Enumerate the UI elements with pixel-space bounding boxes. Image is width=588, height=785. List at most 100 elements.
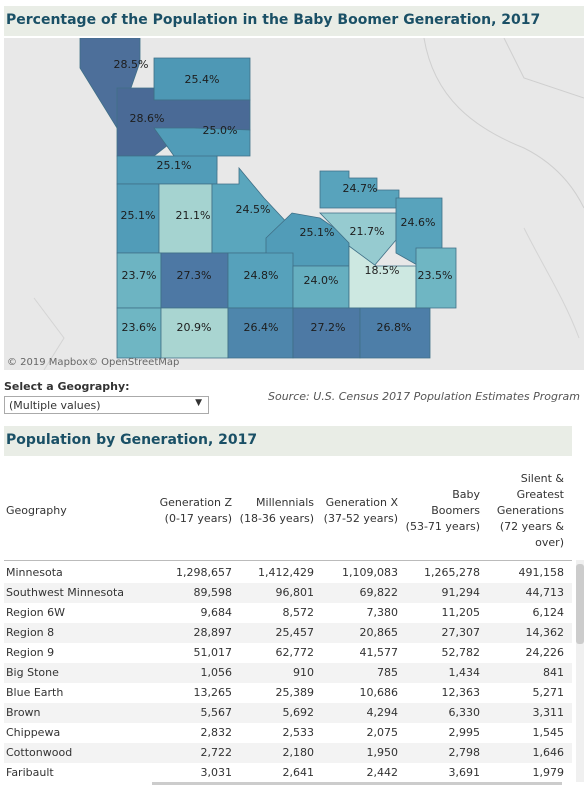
vertical-scrollbar-thumb[interactable] bbox=[576, 564, 584, 644]
map-region[interactable] bbox=[292, 265, 350, 309]
value-cell: 2,832 bbox=[200, 726, 233, 739]
map-region-label: 26.4% bbox=[244, 321, 279, 334]
value-cell: 2,075 bbox=[366, 726, 399, 739]
value-cell: 24,226 bbox=[525, 646, 565, 659]
column-header-genz[interactable]: Generation Z (0-17 years) bbox=[152, 495, 232, 527]
column-header-genx[interactable]: Generation X (37-52 years) bbox=[318, 495, 398, 527]
column-header-mill[interactable]: Millennials (18-36 years) bbox=[236, 495, 314, 527]
table-row[interactable]: Southwest Minnesota 89,598 96,801 69,822 91,… bbox=[4, 583, 572, 603]
table-row[interactable]: Big Stone 1,056 910 785 1,434 841 bbox=[4, 663, 572, 683]
table-title: Population by Generation, 2017 bbox=[6, 432, 258, 448]
column-header-line: (72 years & bbox=[499, 520, 564, 533]
geography-cell: Cottonwood bbox=[6, 746, 73, 759]
table-row[interactable]: Chippewa 2,832 2,533 2,075 2,995 1,545 bbox=[4, 723, 572, 743]
value-cell: 2,722 bbox=[200, 746, 233, 759]
value-cell: 2,533 bbox=[282, 726, 315, 739]
chevron-down-icon[interactable]: ▼ bbox=[195, 398, 202, 408]
geography-filter-value: (Multiple values) bbox=[9, 399, 101, 412]
map-region[interactable] bbox=[319, 170, 400, 209]
column-header-boom[interactable]: Baby Boomers (53-71 years) bbox=[402, 487, 480, 535]
table-row[interactable]: Region 6W 9,684 8,572 7,380 11,205 6,124 bbox=[4, 603, 572, 623]
table-row[interactable]: Brown 5,567 5,692 4,294 6,330 3,311 bbox=[4, 703, 572, 723]
geography-cell: Brown bbox=[6, 706, 41, 719]
column-header-line: Baby bbox=[452, 488, 480, 501]
geography-cell: Region 8 bbox=[6, 626, 55, 639]
table-row[interactable]: Region 8 28,897 25,457 20,865 27,307 14,362 bbox=[4, 623, 572, 643]
map-credit[interactable]: © 2019 Mapbox© OpenStreetMap bbox=[7, 357, 180, 368]
value-cell: 7,380 bbox=[366, 606, 399, 619]
value-cell: 1,950 bbox=[366, 746, 399, 759]
value-cell: 52,782 bbox=[441, 646, 481, 659]
map-region-label: 21.7% bbox=[350, 225, 385, 238]
value-cell: 6,124 bbox=[532, 606, 565, 619]
map-region[interactable] bbox=[359, 307, 431, 359]
value-cell: 1,109,083 bbox=[342, 566, 398, 579]
value-cell: 11,205 bbox=[441, 606, 481, 619]
column-header-line: (37-52 years) bbox=[323, 512, 398, 525]
table-row[interactable]: Region 9 51,017 62,772 41,577 52,782 24,226 bbox=[4, 643, 572, 663]
table-title-bar: Population by Generation, 2017 bbox=[4, 426, 572, 456]
value-cell: 1,265,278 bbox=[424, 566, 480, 579]
value-cell: 2,798 bbox=[448, 746, 481, 759]
value-cell: 5,692 bbox=[282, 706, 315, 719]
map-region-label: 24.8% bbox=[244, 269, 279, 282]
map-region-label: 28.6% bbox=[130, 112, 165, 125]
geography-cell: Big Stone bbox=[6, 666, 59, 679]
value-cell: 91,294 bbox=[441, 586, 481, 599]
value-cell: 96,801 bbox=[275, 586, 315, 599]
value-cell: 13,265 bbox=[193, 686, 233, 699]
map-region-label: 23.5% bbox=[418, 269, 453, 282]
value-cell: 2,641 bbox=[282, 766, 315, 779]
table-row[interactable]: Blue Earth 13,265 25,389 10,686 12,363 5,271 bbox=[4, 683, 572, 703]
table-row[interactable]: Minnesota 1,298,657 1,412,429 1,109,083 1,26… bbox=[4, 563, 572, 583]
column-header-geo[interactable]: Geography bbox=[6, 503, 146, 519]
value-cell: 5,567 bbox=[200, 706, 233, 719]
value-cell: 41,577 bbox=[359, 646, 399, 659]
value-cell: 2,442 bbox=[366, 766, 399, 779]
horizontal-scrollbar[interactable] bbox=[152, 782, 562, 785]
map-region-label: 23.7% bbox=[122, 269, 157, 282]
value-cell: 1,434 bbox=[448, 666, 481, 679]
vertical-scrollbar-track[interactable] bbox=[576, 560, 584, 782]
value-cell: 785 bbox=[377, 666, 398, 679]
value-cell: 27,307 bbox=[441, 626, 481, 639]
map-region-label: 25.1% bbox=[157, 159, 192, 172]
source-note: Source: U.S. Census 2017 Population Esti… bbox=[268, 390, 580, 403]
column-header-line: Generations bbox=[496, 504, 564, 517]
column-header-silent[interactable]: Silent & Greatest Generations (72 years & ov… bbox=[486, 471, 564, 551]
column-header-line: Generation X bbox=[325, 496, 398, 509]
value-cell: 1,545 bbox=[532, 726, 565, 739]
map-region-label: 23.6% bbox=[122, 321, 157, 334]
value-cell: 5,271 bbox=[532, 686, 565, 699]
value-cell: 9,684 bbox=[200, 606, 233, 619]
map-region-label: 25.0% bbox=[203, 124, 238, 137]
value-cell: 69,822 bbox=[359, 586, 399, 599]
map-region-label: 27.2% bbox=[311, 321, 346, 334]
value-cell: 2,180 bbox=[282, 746, 315, 759]
map-region-label: 26.8% bbox=[377, 321, 412, 334]
value-cell: 20,865 bbox=[359, 626, 399, 639]
value-cell: 12,363 bbox=[441, 686, 481, 699]
column-header-line: Boomers bbox=[431, 504, 480, 517]
value-cell: 1,979 bbox=[532, 766, 565, 779]
state-border-line bbox=[423, 38, 584, 209]
map-region-label: 25.4% bbox=[185, 73, 220, 86]
geography-cell: Region 6W bbox=[6, 606, 66, 619]
column-header-line: Geography bbox=[6, 504, 67, 517]
geography-cell: Blue Earth bbox=[6, 686, 64, 699]
map-region[interactable] bbox=[415, 247, 457, 309]
geography-filter-dropdown[interactable]: (Multiple values) ▼ bbox=[4, 396, 209, 414]
map-region-label: 24.0% bbox=[304, 274, 339, 287]
table-row[interactable]: Faribault 3,031 2,641 2,442 3,691 1,979 bbox=[4, 763, 572, 783]
value-cell: 3,311 bbox=[532, 706, 565, 719]
map-region-label: 20.9% bbox=[177, 321, 212, 334]
table-row[interactable]: Cottonwood 2,722 2,180 1,950 2,798 1,646 bbox=[4, 743, 572, 763]
value-cell: 8,572 bbox=[282, 606, 315, 619]
value-cell: 2,995 bbox=[448, 726, 481, 739]
map-region-label: 25.1% bbox=[121, 209, 156, 222]
choropleth-map[interactable]: 28.5% 25.4% 28.6% 25.0% 25.1% 25.1% 21.1% 24.5%… bbox=[4, 38, 584, 370]
value-cell: 3,031 bbox=[200, 766, 233, 779]
map-canvas[interactable]: 28.5% 25.4% 28.6% 25.0% 25.1% 25.1% 21.1% 24.5%… bbox=[4, 38, 584, 370]
map-title-bar: Percentage of the Population in the Baby… bbox=[4, 6, 584, 36]
map-region-label: 28.5% bbox=[114, 58, 149, 71]
